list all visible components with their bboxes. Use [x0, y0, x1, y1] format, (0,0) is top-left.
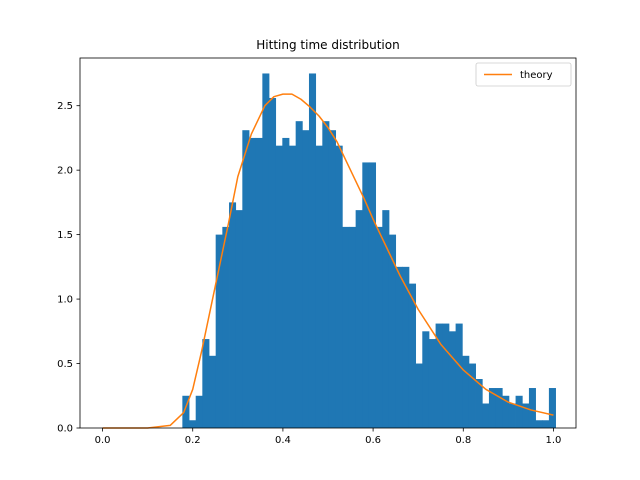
histogram-bar: [202, 339, 210, 428]
histogram-bar: [222, 226, 230, 428]
chart-title: Hitting time distribution: [256, 38, 399, 52]
histogram-bar: [548, 388, 556, 428]
histogram-bar: [522, 403, 530, 428]
y-tick-label: 1.0: [57, 295, 73, 306]
histogram-bar: [275, 145, 283, 429]
histogram-bar: [215, 234, 223, 428]
histogram-bar: [355, 210, 363, 428]
x-tick-label: 0.2: [185, 435, 201, 446]
y-tick-label: 2.0: [57, 166, 73, 177]
histogram-bar: [262, 73, 270, 428]
histogram-bar: [535, 420, 543, 428]
axes: 0.0 0.2 0.4 0.6 0.8 1.0 0.0 0.5 1.0 1.5 2.0 2.5: [57, 57, 577, 446]
histogram-bar: [235, 210, 243, 428]
histogram-bar: [415, 363, 423, 428]
histogram-bar: [189, 420, 197, 428]
histogram-bar: [362, 162, 370, 428]
histogram-bar: [308, 73, 317, 428]
histogram-bar: [368, 162, 377, 428]
histogram-bar: [488, 388, 496, 428]
histogram-bar: [282, 137, 290, 428]
histogram-bar: [395, 266, 403, 428]
histogram-bar: [289, 145, 297, 429]
histogram-bar: [382, 210, 390, 428]
y-tick-label: 0.5: [57, 359, 73, 370]
histogram-bar: [442, 323, 450, 428]
theory-line: [102, 93, 554, 429]
x-tick-label: 0.8: [455, 435, 471, 446]
x-tick-label: 0.0: [95, 435, 111, 446]
histogram-bar: [375, 226, 383, 428]
histogram-bar: [515, 395, 523, 428]
histogram-bar: [295, 121, 303, 429]
y-tick-label: 1.5: [57, 230, 73, 241]
histogram-bar: [502, 395, 510, 428]
histogram-bar: [242, 130, 250, 428]
histogram-bar: [462, 355, 470, 428]
legend: theory: [475, 62, 572, 87]
histogram-bar: [408, 283, 417, 428]
histogram-bar: [542, 420, 550, 428]
histogram-bar: [508, 403, 516, 428]
histogram-bar: [328, 130, 337, 428]
histogram-bar: [428, 339, 436, 428]
histogram-bar: [335, 145, 343, 429]
plot-area: [102, 73, 556, 429]
histogram-bar: [229, 202, 237, 428]
histogram-bar: [482, 403, 490, 428]
histogram-bar: [182, 395, 190, 428]
axes-frame: [79, 57, 577, 429]
histogram-bar: [388, 234, 397, 428]
histogram-bar: [209, 355, 217, 428]
histogram-bar: [422, 331, 430, 428]
histogram-bar: [468, 363, 476, 428]
y-tick-label: 2.5: [57, 101, 73, 112]
histogram-bar: [435, 323, 443, 428]
histogram-bar: [255, 137, 263, 428]
histogram-bar: [268, 97, 277, 428]
x-tick-label: 1.0: [546, 435, 562, 446]
histogram-bar: [302, 130, 310, 428]
histogram-bar: [315, 145, 323, 429]
histogram-bar: [448, 331, 456, 428]
histogram-bar: [249, 137, 257, 428]
legend-label-theory: theory: [520, 70, 553, 81]
y-tick-label: 0.0: [57, 424, 73, 435]
histogram-bar: [475, 379, 483, 428]
histogram-bar: [322, 121, 330, 429]
histogram-bar: [402, 266, 410, 428]
x-tick-label: 0.4: [275, 435, 291, 446]
histogram-bar: [495, 388, 503, 428]
histogram-bar: [342, 226, 350, 428]
histogram-bar: [348, 226, 357, 428]
histogram-bar: [455, 323, 463, 428]
x-tick-label: 0.6: [365, 435, 381, 446]
legend-box: [475, 62, 572, 87]
histogram-bar: [528, 388, 536, 428]
histogram-bar: [195, 395, 203, 428]
